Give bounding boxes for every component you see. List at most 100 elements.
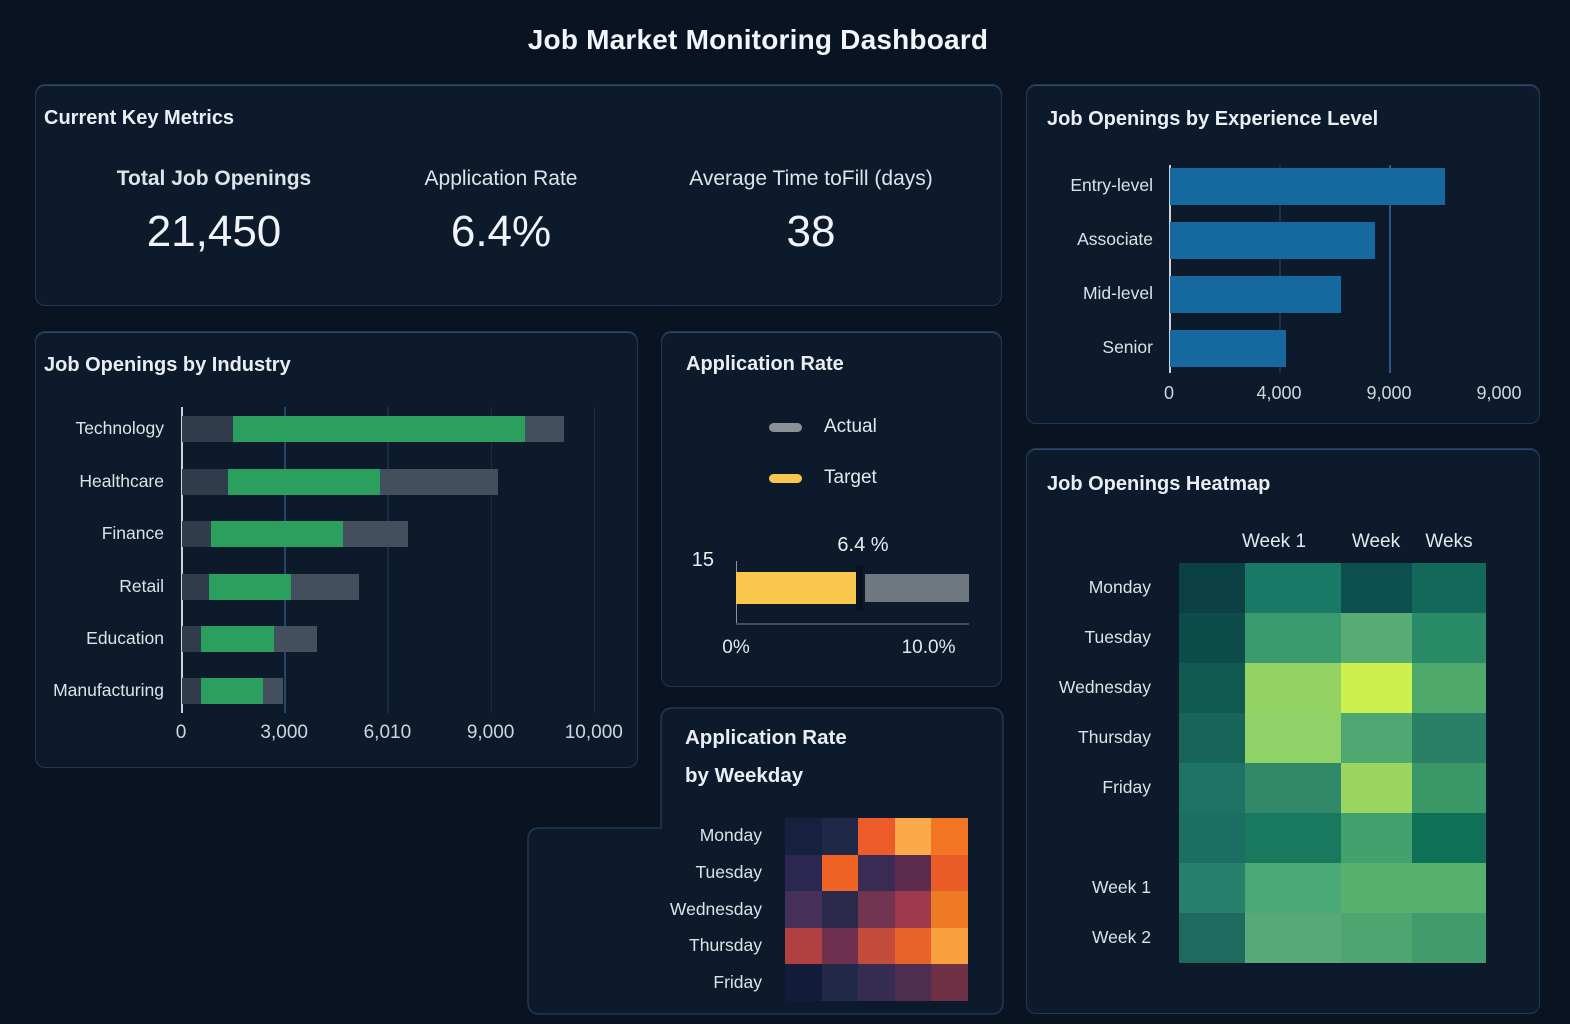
x-tick: 0 [175,722,187,743]
heatmap-cell [931,818,968,855]
heatmap-cell [1341,913,1412,963]
bullet-row-label: 15 [691,549,714,571]
row-label: Wednesday [669,899,762,919]
heatmap-cell [1341,613,1412,663]
metric-label: Application Rate [424,167,578,190]
heatmap-cell [1341,863,1412,913]
gridline [1389,165,1391,373]
openings-heatmap-title: Job Openings Heatmap [1047,473,1271,495]
heatmap-cell [1412,813,1486,863]
metric-value: 6.4% [450,207,552,256]
x-tick: 9,000 [1366,383,1412,403]
heatmap-cell [1245,863,1341,913]
heatmap-cell [1341,713,1412,763]
heatmap-cell [1341,763,1412,813]
industry-bar-area [181,332,611,769]
metric-avg-time-to-fill: Average Time toFill (days) 38 [621,167,1001,257]
legend-item-target: Target [769,467,877,488]
bar-lead-segment [182,521,213,547]
heatmap-column-header-week: Week [1351,531,1401,552]
category-label: Technology [75,418,164,438]
heatmap-cell [785,964,822,1001]
bar-tail-segment [380,469,498,495]
category-label: Associate [1077,229,1153,249]
metric-value: 38 [786,207,836,256]
heatmap-cell [785,891,822,928]
heatmap-column-header-week1: Week 1 [1241,531,1307,552]
panel-openings-heatmap: Job Openings Heatmap Week 1 Week Weks Mo… [1026,448,1540,1014]
row-label: Week 2 [1091,927,1151,947]
bar-highlight-segment [233,416,526,442]
bar-highlight-segment [200,626,274,652]
heatmap-cell [821,964,859,1001]
heatmap-cell [1412,763,1486,813]
gridline [284,407,286,713]
gridline [490,407,493,713]
experience-chart-title: Job Openings by Experience Level [1047,108,1379,130]
row-label: Friday [1102,777,1151,797]
heatmap-cell [931,854,968,892]
gridline [387,407,389,713]
heatmap-cell [1179,863,1245,913]
industry-category-labels: Technology Healthcare Finance Retail Educati… [36,332,164,769]
row-label: Thursday [689,935,762,955]
actual-bar [865,574,969,602]
weekday-heatmap-grid [785,818,968,1001]
heatmap-cell [931,964,968,1001]
row-label: Thursday [1078,727,1151,747]
bar [1170,329,1287,367]
heatmap-cell [785,927,822,965]
heatmap-cell [1179,663,1245,713]
heatmap-column-header-weks: Weks [1425,531,1473,552]
category-label: Senior [1102,337,1153,357]
bar-lead-segment [182,574,210,600]
openings-heatmap-grid [1179,563,1486,963]
heatmap-cell [858,964,895,1001]
heatmap-cell [894,891,932,928]
legend-item-actual: Actual [769,416,877,437]
row-label: Tuesday [1084,627,1151,647]
bar-lead-segment [182,626,202,652]
bullet-value-label: 6.4 % [837,534,889,556]
heatmap-cell [1179,613,1245,663]
heatmap-cell [1179,713,1245,763]
key-metrics-title: Current Key Metrics [44,107,235,129]
category-label: Entry-level [1070,175,1153,195]
heatmap-cell [1179,563,1245,613]
panel-industry-chart: Job Openings by Industry Technology Healt… [35,331,638,768]
row-label: Friday [713,972,762,992]
heatmap-cell [821,818,859,855]
heatmap-cell [1179,913,1245,963]
heatmap-cell [1341,663,1412,713]
x-tick: 0% [722,637,750,658]
panel-application-rate-bullet: Application Rate Actual Target 6.4 % 15 … [661,331,1002,687]
heatmap-cell [1412,913,1486,963]
heatmap-cell [894,854,932,892]
heatmap-cell [1245,913,1341,963]
heatmap-cell [785,818,822,855]
heatmap-cell [858,854,895,892]
heatmap-cell [894,927,932,965]
heatmap-cell [1179,813,1245,863]
bar-lead-segment [182,469,229,495]
row-label: Monday [699,825,762,845]
heatmap-cell [858,927,895,965]
actual-legend-label: Actual [824,416,877,437]
x-tick: 6,010 [363,722,412,743]
category-label: Mid-level [1082,283,1153,303]
heatmap-cell [1245,763,1341,813]
panel-key-metrics: Current Key Metrics Total Job Openings 2… [35,84,1002,306]
y-axis-line [1169,165,1171,373]
category-label: Retail [119,576,164,596]
weekday-chart-title-line1: Application Rate [685,726,847,749]
bar-highlight-segment [208,574,291,600]
heatmap-cell [1245,613,1341,663]
row-label: Week 1 [1091,877,1151,897]
category-label: Healthcare [79,471,164,491]
experience-bar-area [1169,85,1521,425]
x-tick: 9,000 [466,722,515,743]
heatmap-cell [1412,713,1486,763]
gridline [1279,165,1281,373]
heatmap-cell [1179,763,1245,813]
